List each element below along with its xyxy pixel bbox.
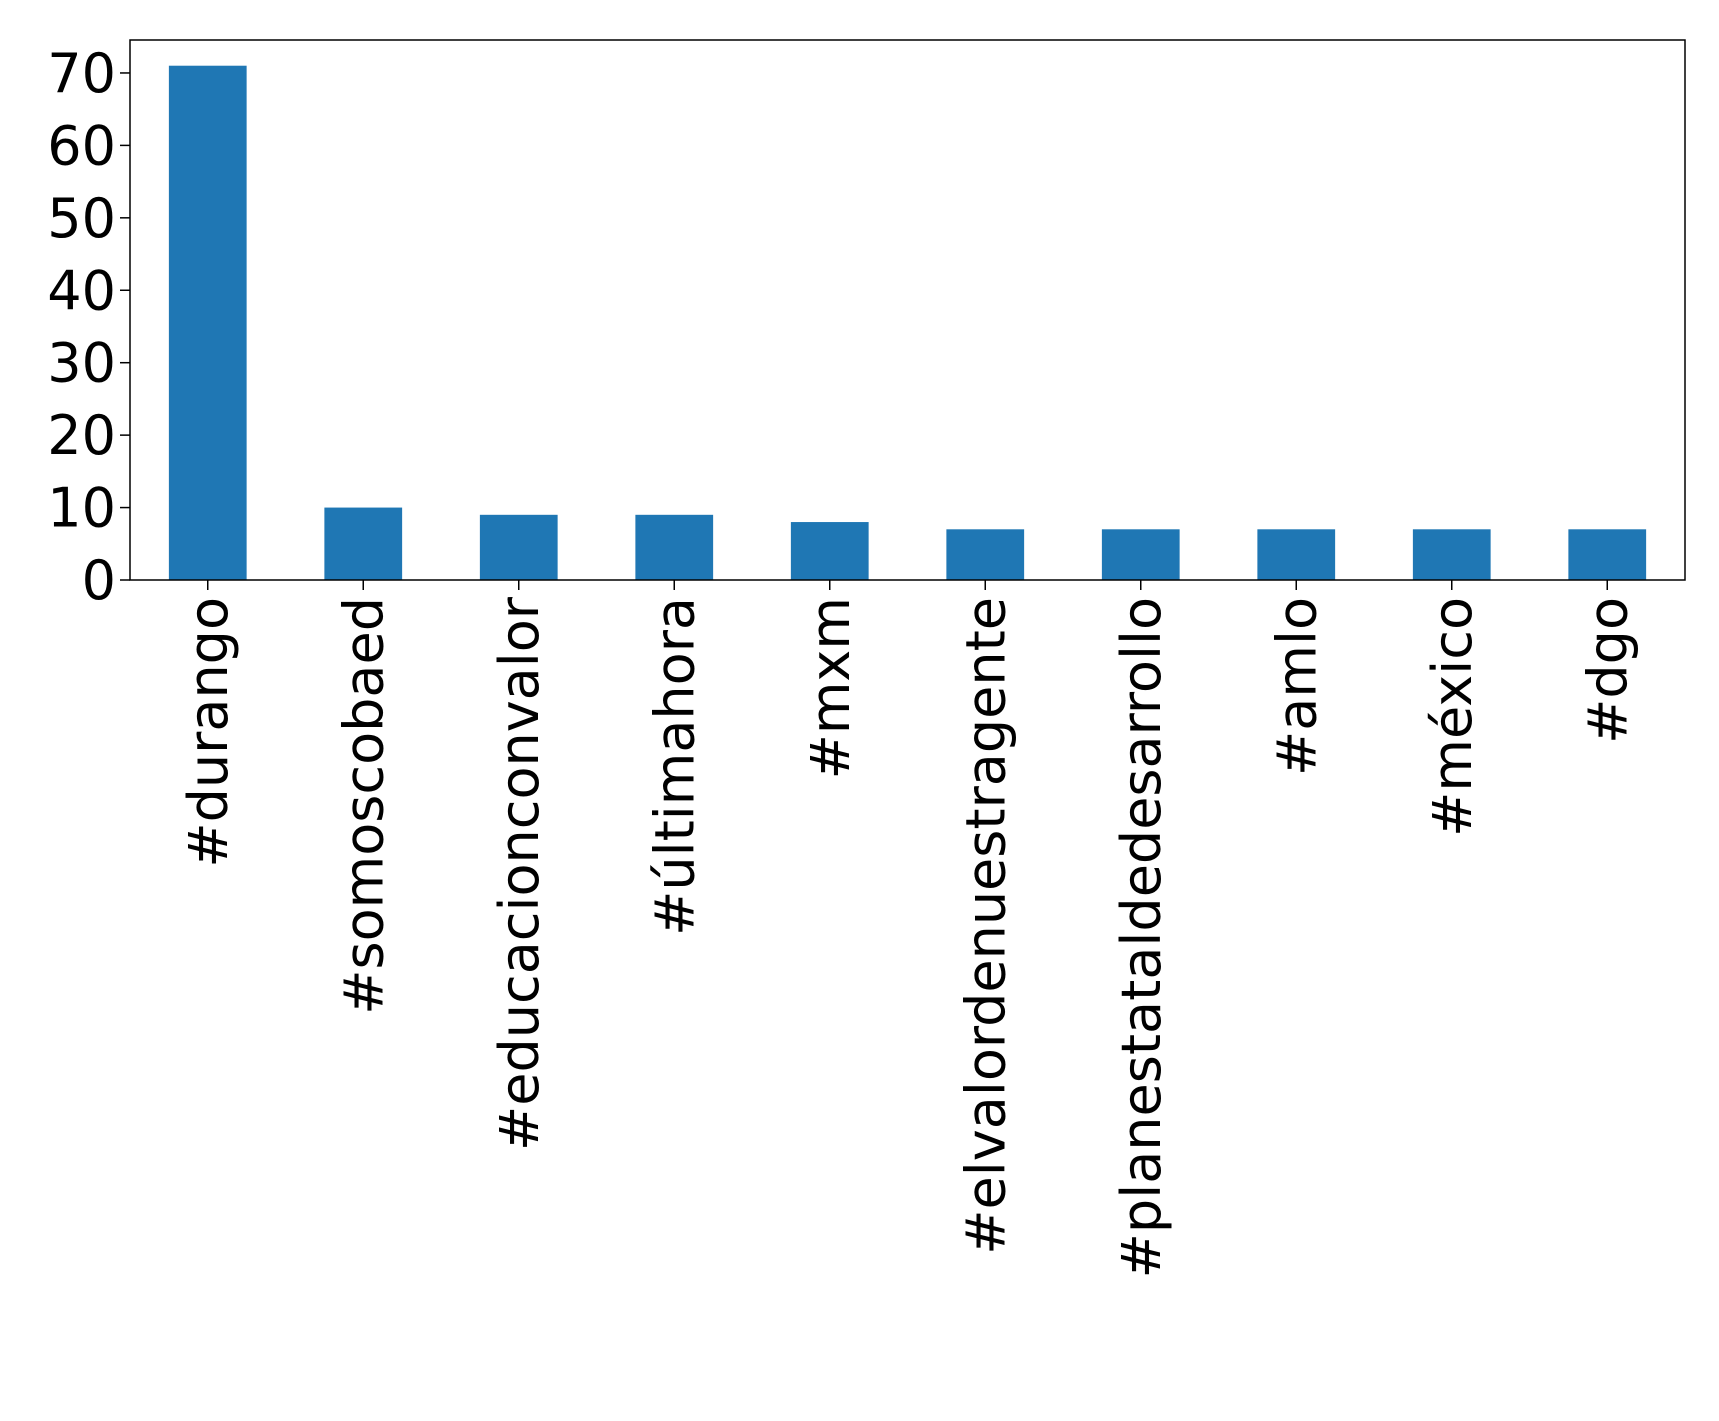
ytick-label-6: 60: [47, 114, 116, 177]
bar-9: [1568, 529, 1647, 580]
ytick-label-0: 0: [82, 549, 116, 612]
xtick-label-3: #últimahora: [643, 597, 706, 936]
bar-1: [324, 507, 403, 580]
xtick-label-1: #somoscobaed: [332, 597, 395, 1015]
ytick-label-2: 20: [47, 404, 116, 467]
ytick-label-4: 40: [47, 259, 116, 322]
bar-8: [1412, 529, 1491, 580]
bar-5: [946, 529, 1025, 580]
bar-3: [635, 514, 714, 580]
ytick-label-3: 30: [47, 332, 116, 395]
xtick-label-5: #elvalordenuestragente: [954, 597, 1017, 1255]
bar-7: [1257, 529, 1336, 580]
xtick-label-2: #educacionconvalor: [488, 596, 551, 1151]
bar-0: [168, 65, 247, 580]
xtick-label-6: #planestataldedesarrollo: [1110, 597, 1173, 1278]
xtick-label-7: #amlo: [1265, 597, 1328, 776]
x-axis: #durango #somoscobaed #educacionconvalor #ú…: [177, 580, 1639, 1278]
bar-6: [1101, 529, 1180, 580]
bar-4: [790, 522, 869, 580]
ytick-label-5: 50: [47, 187, 116, 250]
ytick-label-7: 70: [47, 42, 116, 105]
xtick-label-8: #méxico: [1421, 597, 1484, 837]
plot-frame: [129, 39, 1686, 581]
bars-layer: [168, 65, 1647, 580]
xtick-label-0: #durango: [177, 597, 240, 868]
xtick-label-4: #mxm: [799, 597, 862, 779]
bar-2: [479, 514, 558, 580]
xtick-label-9: #dgo: [1576, 597, 1639, 744]
ytick-label-1: 10: [47, 477, 116, 540]
y-axis: 0 10 20 30 40 50 60 70: [47, 42, 130, 612]
